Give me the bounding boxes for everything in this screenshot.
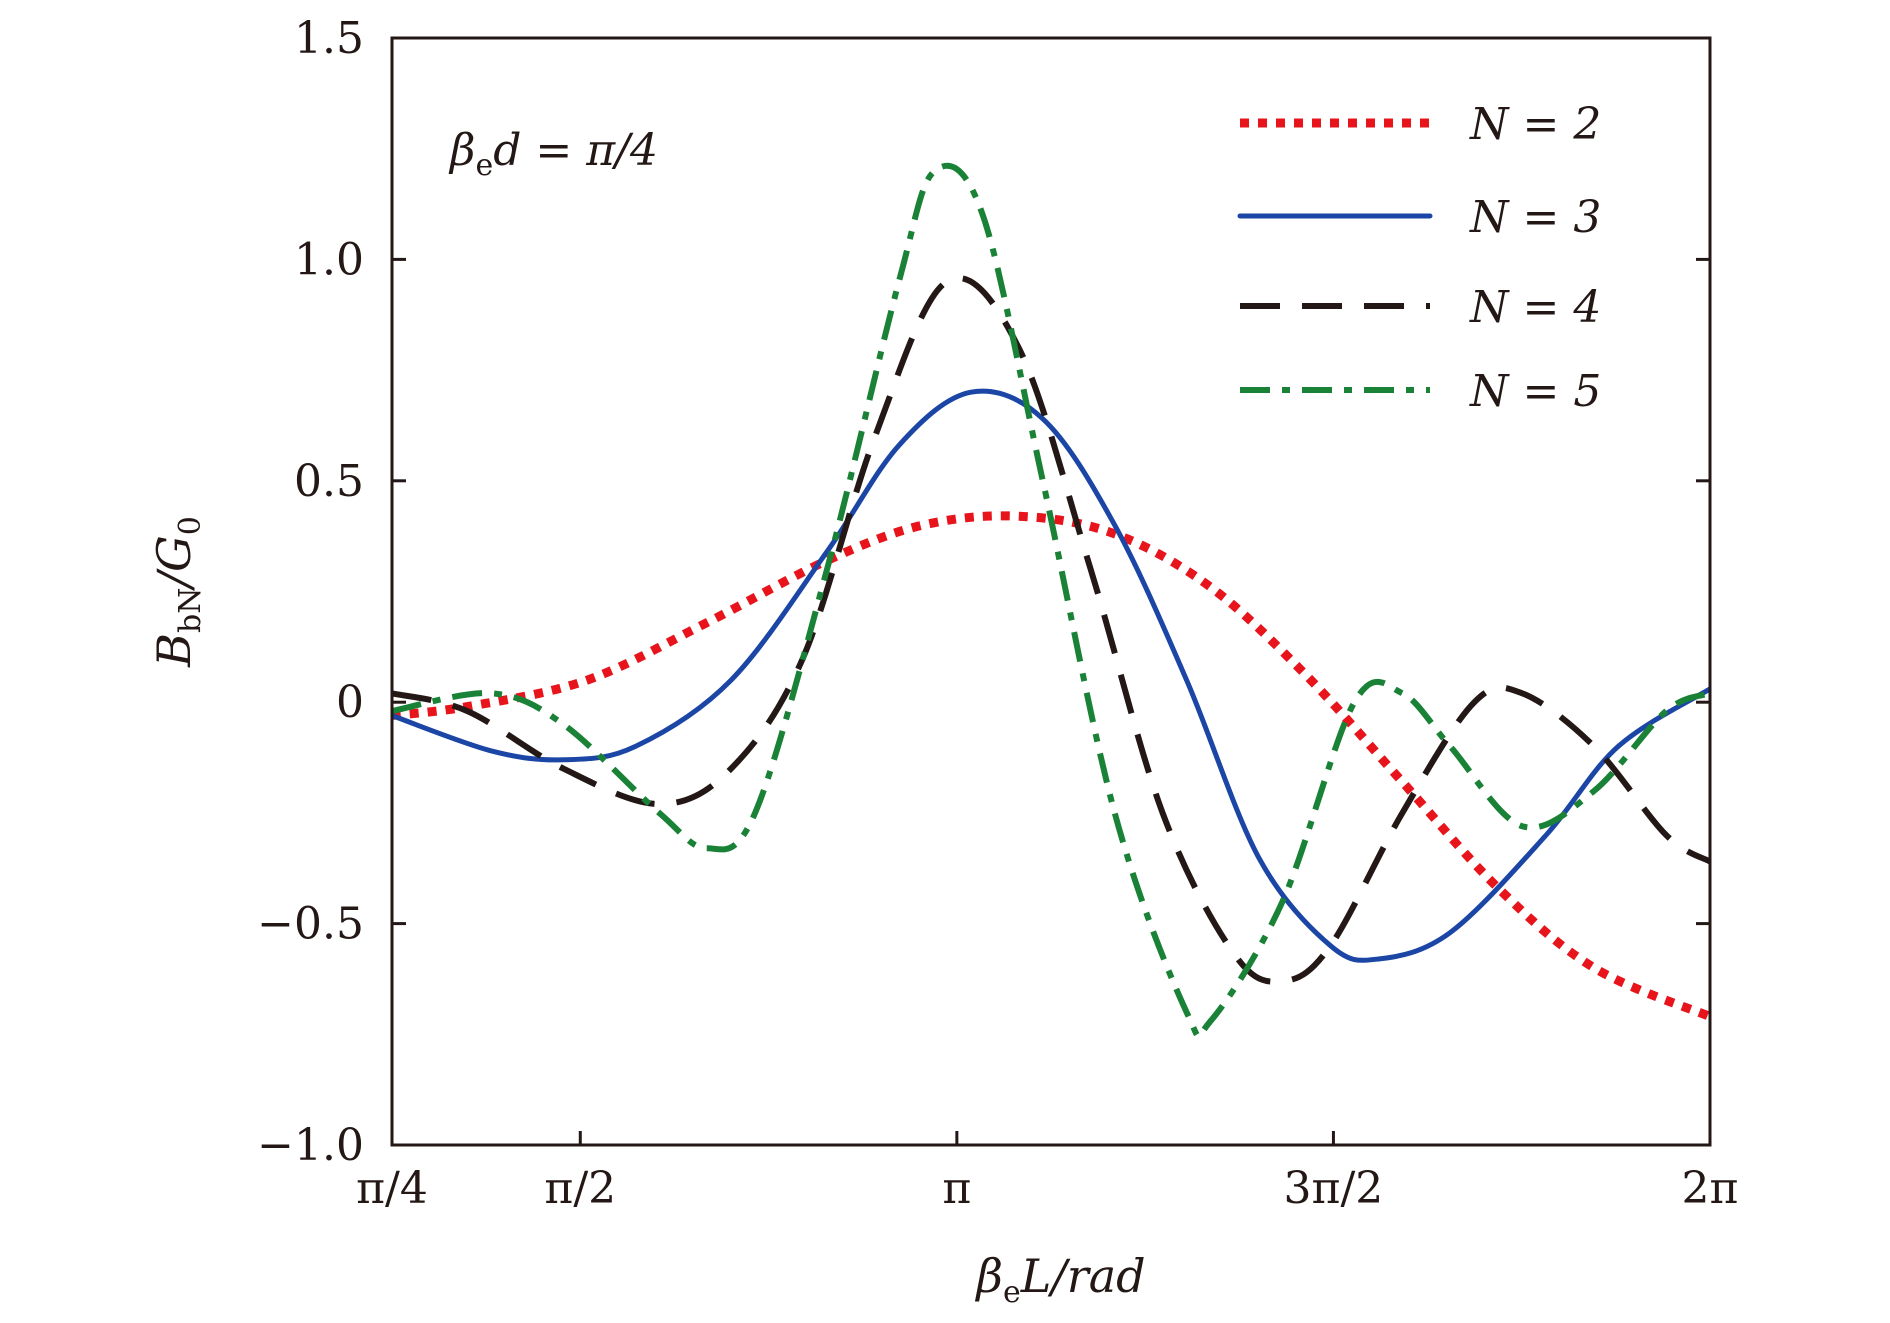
legend-label-n2: N = 2	[1469, 99, 1601, 150]
plot-layer	[392, 162, 1710, 1040]
y-axis-label: BbN/G0	[147, 516, 208, 668]
x-tick-label: π/2	[544, 1163, 616, 1214]
series-group	[392, 162, 1710, 1040]
y-axis-label-sub2: 0	[173, 516, 208, 535]
x-axis-label-rest: L/rad	[1020, 1249, 1146, 1303]
legend-label-n4: N = 4	[1469, 282, 1601, 333]
x-tick-label: π	[942, 1163, 971, 1214]
annotation-rest: d = π/4	[493, 125, 658, 176]
plot-frame	[390, 36, 1712, 1147]
series-line-n2	[392, 511, 1710, 1021]
legend-label-n3: N = 3	[1469, 192, 1601, 243]
x-tick-label: 3π/2	[1284, 1163, 1384, 1214]
series-line-n4	[392, 275, 1710, 985]
series-line-n3	[392, 388, 1710, 963]
legend: N = 2 N = 3 N = 4 N = 5	[1237, 99, 1601, 417]
x-axis-label: βeL/rad	[974, 1249, 1145, 1310]
annotation-base: β	[448, 125, 475, 176]
legend-label-n5: N = 5	[1469, 366, 1601, 417]
y-axis-label-base: B	[147, 633, 201, 668]
annotation-text: βed = π/4	[448, 125, 658, 183]
y-tick-label: −0.5	[257, 899, 364, 950]
y-tick-label: −1.0	[257, 1120, 364, 1171]
y-tick-label: 1.0	[294, 234, 364, 285]
annotation-layer: βed = π/4	[448, 125, 658, 183]
y-axis-label-mid: /G	[147, 535, 201, 591]
y-tick-label: 0	[336, 677, 364, 728]
series-line-n5	[392, 162, 1710, 1040]
annotation-sub: e	[475, 148, 493, 183]
y-tick-label: 1.5	[294, 13, 364, 64]
x-tick-label: 2π	[1682, 1163, 1739, 1214]
x-axis-label-sub: e	[1003, 1275, 1021, 1310]
x-axis-label-base: β	[974, 1249, 1003, 1303]
x-tick-label: π/4	[356, 1163, 428, 1214]
y-tick-label: 0.5	[294, 456, 364, 507]
axes-layer: π/4 π/2 π 3π/2 2π1.51.00.50−0.5−1.0βeL/radBb…	[147, 13, 1738, 1310]
y-axis-label-sub: bN	[173, 588, 208, 633]
